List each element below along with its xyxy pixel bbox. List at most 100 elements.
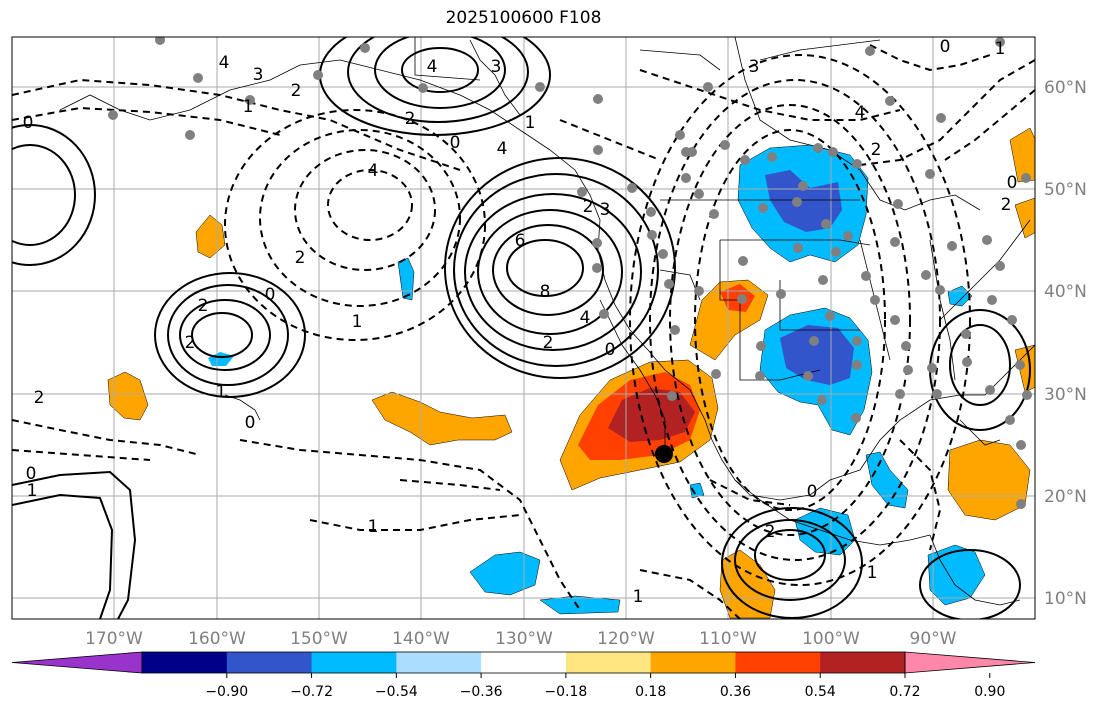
contour-value-label: 6: [515, 231, 526, 251]
contour-value-label: 2: [34, 388, 45, 408]
contour-value-label: 0: [940, 37, 951, 57]
lon-label: 140°W: [392, 629, 450, 649]
contour-value-label: 4: [580, 308, 591, 328]
colorbar-tick-label: 0.36: [720, 684, 751, 700]
positive-anomaly-area: [371, 391, 513, 446]
lon-label: 150°W: [290, 629, 348, 649]
contour-value-label: 2: [295, 248, 306, 268]
negative-anomaly-area: [865, 451, 909, 509]
colorbar-tick-label: −0.54: [375, 684, 418, 700]
positive-anomaly-area: [1009, 127, 1035, 183]
contour-value-label: 2: [871, 140, 882, 160]
contour-value-label: 2: [405, 109, 416, 129]
positive-anomaly-area: [719, 549, 776, 619]
colorbar-min-extension: [11, 651, 143, 674]
colorbar-segment: [226, 652, 313, 673]
graticule: [12, 37, 1035, 619]
lat-label: 20°N: [1044, 487, 1087, 507]
contour-value-label: 1: [368, 517, 379, 537]
negative-anomaly-area: [469, 551, 541, 596]
negative-anomaly-area: [539, 595, 621, 615]
contour-value-label: 1: [525, 113, 536, 133]
colorbar-tick-label: −0.36: [460, 684, 503, 700]
contour-value-label: 0: [807, 482, 818, 502]
lat-label: 30°N: [1044, 385, 1087, 405]
contour-value-label: 2: [765, 522, 776, 542]
strongest-positive-anomaly-area: [608, 388, 695, 442]
negative-contours: [12, 44, 1035, 619]
colorbar-frame: [141, 651, 906, 674]
positive-anomaly-area: [107, 371, 149, 421]
contour-value-label: 2: [291, 81, 302, 101]
contour-value-label: 1: [352, 312, 363, 332]
strong-negative-anomaly-area: [780, 325, 854, 385]
strong-negative-anomaly-area: [765, 170, 842, 232]
contour-value-label: 0: [450, 133, 461, 153]
colorbar-tick-label: 0.90: [974, 684, 1005, 700]
positive-anomaly-area: [195, 214, 226, 259]
lon-label: 120°W: [597, 629, 655, 649]
lon-label: 130°W: [495, 629, 553, 649]
colorbar-tick-label: 0.18: [635, 684, 666, 700]
contour-value-label: 1: [216, 382, 227, 402]
contour-value-label: 1: [633, 587, 644, 607]
longitude-labels: 170°W 160°W 150°W 140°W 130°W 120°W 110°…: [85, 629, 957, 649]
map-frame: [11, 36, 1036, 620]
contour-value-label: 1: [27, 481, 38, 501]
lon-label: 110°W: [699, 629, 757, 649]
colorbar-segment: [142, 652, 228, 673]
target-point-marker: [655, 445, 673, 463]
colorbar-tick-label: −0.72: [290, 684, 333, 700]
negative-anomaly-area: [927, 544, 986, 606]
colorbar-segment: [650, 652, 736, 673]
contour-value-label: 8: [540, 282, 551, 302]
colorbar-segment: [735, 652, 821, 673]
contour-value-label: 3: [491, 57, 502, 77]
contour-value-label: 4: [219, 53, 230, 73]
contour-value-label: 2: [185, 333, 196, 353]
colorbar-max-extension: [904, 651, 1036, 674]
contour-value-label: 4: [427, 57, 438, 77]
positive-contours: [12, 37, 1031, 619]
lat-label: 10°N: [1044, 589, 1087, 609]
negative-anomaly-area: [208, 352, 234, 366]
contour-value-label: 2: [198, 296, 209, 316]
lon-label: 100°W: [802, 629, 860, 649]
contour-value-label: 1: [243, 97, 254, 117]
contour-value-label: 4: [368, 161, 379, 181]
positive-anomaly-area: [947, 439, 1031, 521]
contour-value-label: 2: [543, 333, 554, 353]
contour-value-label: 0: [23, 113, 34, 133]
contour-value-label: 2: [583, 197, 594, 217]
negative-anomaly-area: [397, 257, 415, 301]
contour-value-label: 1: [867, 563, 878, 583]
contour-value-label: 1: [995, 39, 1006, 59]
colorbar-segment: [311, 652, 397, 673]
negative-anomaly-area: [689, 482, 705, 499]
colorbar-tick-label: 0.54: [805, 684, 836, 700]
latitude-labels: 60°N 50°N 40°N 30°N 20°N 10°N: [1044, 78, 1087, 609]
contour-value-label: 3: [253, 65, 264, 85]
contour-value-label: 0: [1007, 173, 1018, 193]
colorbar-tick-label: 0.72: [889, 684, 920, 700]
lon-label: 160°W: [188, 629, 246, 649]
lat-label: 50°N: [1044, 180, 1087, 200]
lon-label: 90°W: [910, 629, 957, 649]
contour-value-label: 0: [265, 285, 276, 305]
contour-value-label: 3: [749, 57, 760, 77]
coastlines: [59, 37, 1035, 606]
colorbar-segment: [481, 652, 567, 673]
station-markers: [108, 37, 1032, 509]
lon-label: 170°W: [85, 629, 143, 649]
colorbar-segment: [820, 652, 906, 673]
colorbar-tick-label: −0.18: [544, 684, 587, 700]
map-title: 2025100600 F108: [445, 8, 602, 28]
positive-anomaly-area: [1014, 197, 1035, 239]
contour-value-label: 4: [497, 139, 508, 159]
colorbar-tick-label: −0.90: [205, 684, 248, 700]
lat-label: 40°N: [1044, 282, 1087, 302]
contour-value-label: 0: [26, 464, 37, 484]
colorbar-segment: [396, 652, 482, 673]
colorbar: −0.90 −0.72 −0.54 −0.36 −0.18 0.18 0.36 0.54 0.7…: [11, 651, 1036, 700]
